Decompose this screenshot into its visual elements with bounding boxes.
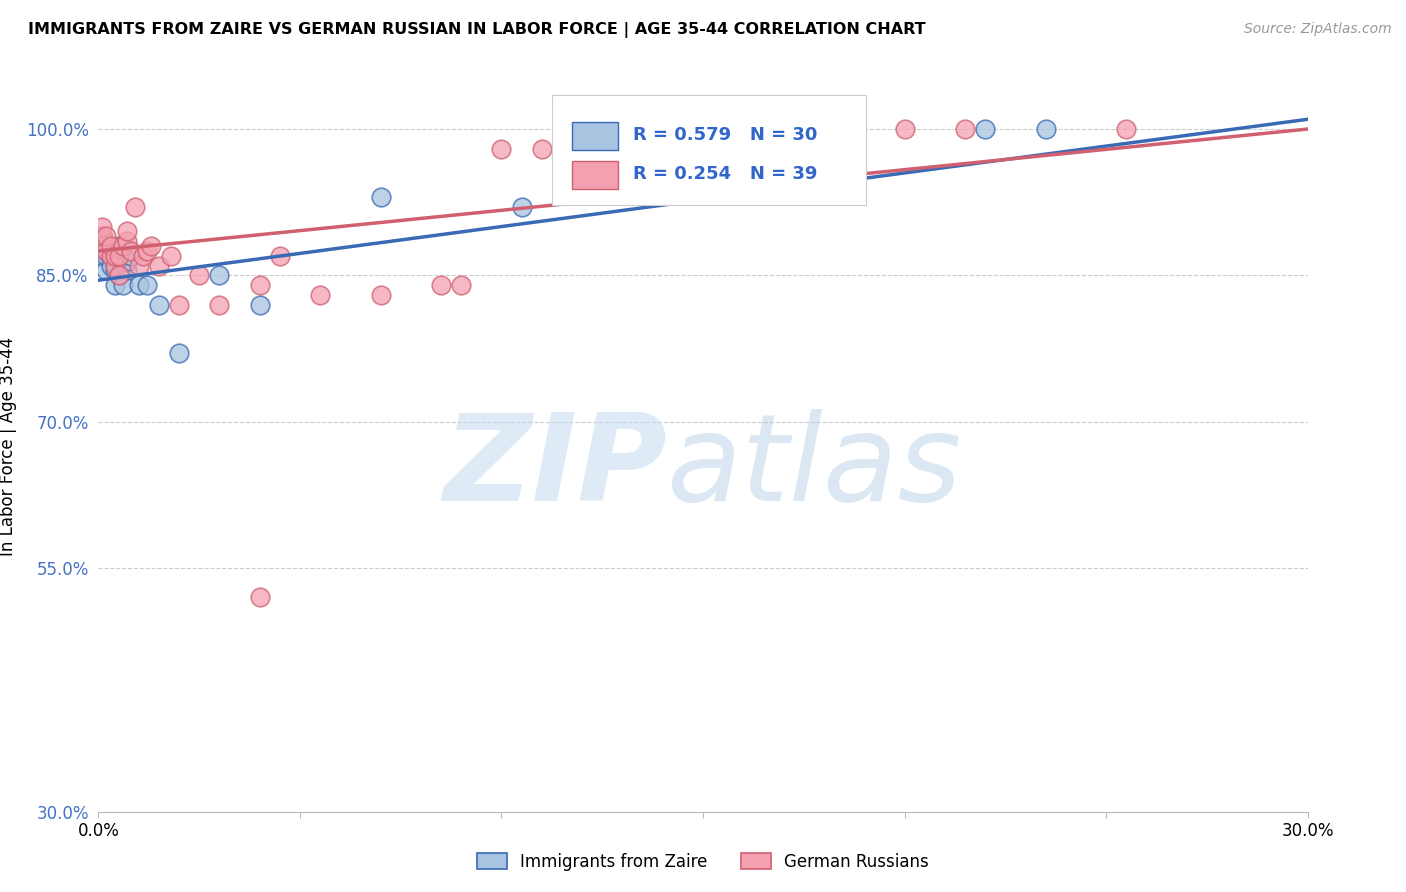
Point [974,122,997,136]
Point [96,239,118,253]
Point [249,590,271,604]
Point [160,249,183,263]
Point [115,224,138,238]
Point [115,253,138,268]
Point [132,249,155,263]
Point [111,259,134,273]
Point [269,249,291,263]
Point [128,278,150,293]
Point [96,263,118,277]
FancyBboxPatch shape [551,95,866,204]
Point [96,244,118,258]
Point [370,288,392,302]
Point [96,249,118,263]
Y-axis label: In Labor Force | Age 35-44: In Labor Force | Age 35-44 [0,336,17,556]
Point [167,297,190,311]
Point [107,268,129,283]
Point [510,200,533,214]
Point [120,244,142,258]
Point [309,288,332,302]
Point [124,200,146,214]
Legend: Immigrants from Zaire, German Russians: Immigrants from Zaire, German Russians [468,845,938,880]
Point [91,239,114,253]
Point [103,249,125,263]
Text: atlas: atlas [666,409,962,526]
Point [91,229,114,244]
Point [100,249,122,263]
Point [208,268,231,283]
FancyBboxPatch shape [572,161,619,188]
Point [1035,122,1057,136]
Point [491,142,513,156]
Point [128,259,150,273]
Point [249,297,271,311]
Point [188,268,211,283]
Point [651,132,673,146]
Point [135,244,157,258]
Point [100,249,122,263]
Point [91,249,114,263]
Text: ZIP: ZIP [443,409,666,526]
Point [107,249,129,263]
Point [107,249,129,263]
Text: R = 0.579   N = 30: R = 0.579 N = 30 [633,126,817,145]
Point [120,249,142,263]
Point [430,278,453,293]
Point [139,239,162,253]
Point [370,190,392,204]
Point [103,278,125,293]
Point [111,278,134,293]
Point [91,219,114,234]
Point [115,263,138,277]
Point [167,346,190,360]
Point [100,239,122,253]
Point [208,297,231,311]
Point [115,234,138,248]
Text: Source: ZipAtlas.com: Source: ZipAtlas.com [1244,22,1392,37]
Point [530,142,553,156]
Point [1115,122,1137,136]
Point [249,278,271,293]
Point [953,122,976,136]
Point [107,239,129,253]
Point [711,132,734,146]
Point [148,259,170,273]
Point [148,297,170,311]
Point [96,229,118,244]
Point [111,239,134,253]
Point [450,278,472,293]
Point [893,122,915,136]
Point [135,278,157,293]
Point [100,244,122,258]
Point [100,259,122,273]
Point [96,244,118,258]
Point [103,259,125,273]
Point [107,268,129,283]
FancyBboxPatch shape [572,122,619,150]
Point [91,229,114,244]
Point [91,239,114,253]
Text: R = 0.254   N = 39: R = 0.254 N = 39 [633,165,817,183]
Text: IMMIGRANTS FROM ZAIRE VS GERMAN RUSSIAN IN LABOR FORCE | AGE 35-44 CORRELATION C: IMMIGRANTS FROM ZAIRE VS GERMAN RUSSIAN … [28,22,925,38]
Point [103,263,125,277]
